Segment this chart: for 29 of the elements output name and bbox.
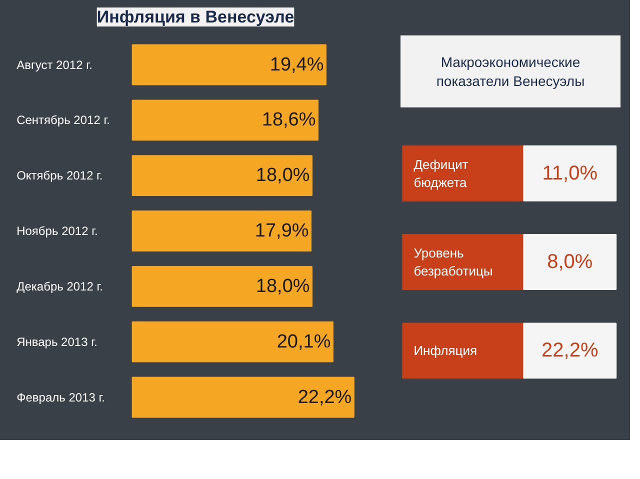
bar [132,210,312,252]
y-tick-label: Декабрь 2012 г. [16,279,103,294]
y-tick-label: Август 2012 г. [16,58,92,72]
bar [132,44,326,86]
text: 11,0% [542,162,598,184]
bar [132,376,354,418]
category-label: Инфляция [414,343,478,358]
y-tick-label: Ноябрь 2012 г. [16,224,98,238]
category-label: Уровень безработицы [414,246,493,279]
y-tick-label: Октябрь 2012 г. [16,168,103,183]
y-tick-label: Сентябрь 2012 г. [16,113,110,128]
data-label: 18,6% [262,110,316,131]
text: 22,2% [542,340,598,362]
chart-title: Инфляция в Венесуэле [96,8,294,26]
y-tick-label: Февраль 2013 г. [16,390,105,404]
data-label: 20,1% [276,331,331,352]
data-label: 19,4% [270,54,324,76]
category-label: Дефицит бюджета [414,156,468,190]
text: Макроэкономические показатели Венесуэлы [436,54,585,89]
data-label: 22,2% [298,386,352,408]
data-label: 18,0% [256,276,310,297]
bar [132,100,318,141]
y-tick-label: Январь 2013 г. [16,334,98,349]
bar [132,321,334,362]
text: 8,0% [547,251,593,274]
bar [132,155,312,196]
data-label: 17,9% [254,220,309,242]
data-label: 18,0% [256,165,310,186]
bar [132,266,312,307]
